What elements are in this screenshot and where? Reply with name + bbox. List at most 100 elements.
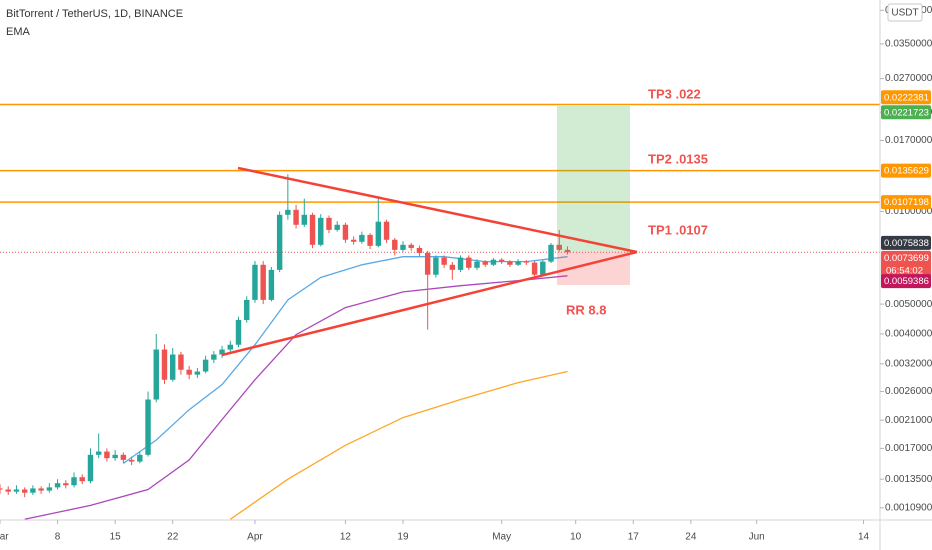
candle-body bbox=[474, 261, 480, 268]
candle-body bbox=[186, 369, 192, 375]
x-tick-label: Mar bbox=[0, 532, 9, 543]
y-tick-label: 0.0100000 bbox=[885, 206, 932, 217]
candle-body bbox=[46, 487, 53, 491]
candle-body bbox=[0, 488, 3, 490]
candle-body bbox=[128, 459, 135, 462]
y-tick-label: 0.0040000 bbox=[885, 329, 932, 340]
candle-body bbox=[375, 221, 382, 246]
target-zone bbox=[557, 106, 630, 252]
candle-body bbox=[219, 349, 225, 355]
candle-body bbox=[95, 451, 102, 455]
y-tick-label: 0.0350000 bbox=[885, 39, 932, 50]
annotation: TP2 .0135 bbox=[648, 151, 708, 166]
candle-body bbox=[202, 359, 209, 372]
y-tick-label: 0.0021000 bbox=[885, 415, 932, 426]
x-tick-label: 12 bbox=[340, 532, 352, 543]
candle-body bbox=[268, 269, 275, 300]
y-tick-label: 0.0170000 bbox=[885, 135, 932, 146]
ema-line bbox=[24, 275, 568, 520]
candle-body bbox=[38, 488, 44, 491]
candle-body bbox=[21, 489, 28, 493]
candle-body bbox=[301, 214, 308, 225]
candle-body bbox=[359, 234, 365, 242]
x-tick-label: May bbox=[492, 532, 511, 543]
price-label: 0.0075838 bbox=[884, 238, 929, 249]
candle-body bbox=[104, 451, 110, 459]
candle-body bbox=[449, 264, 456, 270]
candle-body bbox=[556, 244, 562, 250]
candle-body bbox=[416, 247, 423, 253]
candle-body bbox=[30, 488, 36, 493]
plot-area bbox=[0, 103, 880, 520]
chart-title: BitTorrent / TetherUS, 1D, BINANCE bbox=[6, 8, 183, 20]
currency: USDT bbox=[891, 8, 918, 19]
x-tick-label: 8 bbox=[55, 532, 61, 543]
candle-body bbox=[531, 262, 538, 275]
candle-body bbox=[433, 257, 439, 275]
price-label-box bbox=[881, 163, 931, 178]
candle-body bbox=[326, 217, 332, 230]
candle-body bbox=[350, 239, 357, 242]
annotation: RR 8.8 bbox=[566, 302, 606, 317]
y-tick-label: 0.0010900 bbox=[885, 502, 932, 513]
candle-body bbox=[392, 239, 398, 250]
candle-body bbox=[79, 477, 85, 482]
candle-body bbox=[457, 257, 464, 270]
candle-body bbox=[252, 264, 258, 300]
candle-body bbox=[424, 252, 431, 275]
candle-body bbox=[482, 261, 488, 265]
candle-body bbox=[309, 214, 316, 245]
candle-body bbox=[63, 483, 69, 486]
candle-body bbox=[383, 221, 390, 240]
candle-body bbox=[515, 261, 521, 265]
candle-body bbox=[498, 259, 505, 262]
indicator-name: EMA bbox=[6, 26, 31, 38]
price-label-box bbox=[881, 235, 931, 250]
candle-body bbox=[564, 249, 571, 253]
candle-body bbox=[227, 344, 233, 350]
x-tick-label: 24 bbox=[685, 532, 697, 543]
candle-body bbox=[523, 261, 530, 263]
candle-body bbox=[318, 217, 324, 245]
x-tick-label: 22 bbox=[167, 532, 179, 543]
candle-body bbox=[441, 257, 447, 265]
x-tick-label: 14 bbox=[858, 532, 870, 543]
candle-body bbox=[507, 261, 513, 265]
countdown: 06:54:02 bbox=[886, 265, 923, 276]
currency-box bbox=[887, 3, 923, 22]
candle-body bbox=[5, 489, 11, 492]
price-label-box bbox=[881, 90, 931, 105]
candle-body bbox=[293, 209, 299, 225]
y-tick-label: 0.0032000 bbox=[885, 358, 932, 369]
y-tick-label: 0.0050000 bbox=[885, 299, 932, 310]
ema-line bbox=[229, 370, 568, 520]
candle-body bbox=[490, 259, 497, 265]
price-label: 0.0222381 bbox=[884, 92, 929, 103]
price-label: 0.0107198 bbox=[884, 197, 929, 208]
x-tick-label: Jun bbox=[749, 532, 765, 543]
candle-body bbox=[112, 454, 118, 459]
y-tick-label: 0.0017000 bbox=[885, 443, 932, 454]
candle-body bbox=[235, 319, 242, 345]
price-label-box bbox=[881, 250, 931, 278]
price-label: 0.0135629 bbox=[884, 166, 929, 177]
triangle-lower bbox=[221, 250, 638, 357]
price-label: 0.0073699 bbox=[884, 253, 929, 264]
candle-body bbox=[276, 214, 283, 270]
y-tick-label: 0.0026000 bbox=[885, 386, 932, 397]
price-label-box bbox=[881, 195, 931, 210]
candle-body bbox=[367, 234, 373, 246]
candle-body bbox=[54, 483, 61, 488]
price-labels: 0.0222381 0.0221723 0.0135629 0.0107198 0.00… bbox=[881, 90, 931, 289]
price-label-box bbox=[881, 274, 931, 289]
candle-body bbox=[71, 477, 77, 486]
x-tick-label: 15 bbox=[110, 532, 122, 543]
price-label: 0.0221723 bbox=[884, 107, 929, 118]
candle-body bbox=[120, 454, 127, 460]
candle-body bbox=[194, 371, 201, 375]
candle-body bbox=[13, 489, 20, 492]
candle-body bbox=[342, 224, 349, 240]
x-tick-label: Apr bbox=[247, 532, 263, 543]
annotation: TP1 .0107 bbox=[648, 222, 708, 237]
